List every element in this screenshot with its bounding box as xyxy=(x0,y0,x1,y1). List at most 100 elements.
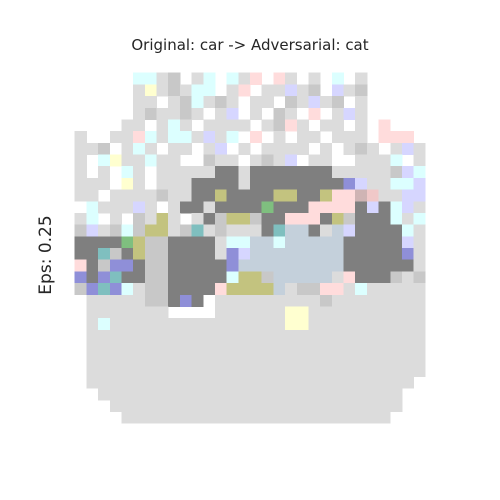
image-pixel xyxy=(366,142,379,155)
image-pixel xyxy=(121,224,134,237)
image-pixel xyxy=(74,177,87,190)
image-pixel xyxy=(296,271,309,284)
image-pixel xyxy=(413,364,426,377)
image-pixel xyxy=(308,107,321,120)
image-pixel xyxy=(261,388,274,401)
image-pixel xyxy=(109,353,122,366)
image-pixel xyxy=(285,96,298,109)
image-pixel xyxy=(226,364,239,377)
image-pixel xyxy=(214,341,228,354)
image-pixel xyxy=(250,399,263,413)
image-pixel xyxy=(308,131,321,144)
image-pixel xyxy=(378,166,391,179)
image-pixel xyxy=(285,353,298,366)
image-pixel xyxy=(168,96,181,109)
image-pixel xyxy=(355,364,368,377)
image-pixel xyxy=(86,341,99,354)
image-pixel xyxy=(273,72,286,85)
image-pixel xyxy=(366,364,379,377)
image-pixel xyxy=(121,306,134,319)
image-pixel xyxy=(156,329,169,342)
image-pixel xyxy=(390,259,403,272)
image-pixel xyxy=(296,411,309,424)
image-pixel xyxy=(273,364,286,377)
image-pixel xyxy=(168,388,181,401)
image-pixel xyxy=(191,201,204,214)
image-pixel xyxy=(168,236,181,249)
image-pixel xyxy=(308,177,321,190)
image-pixel xyxy=(331,107,344,120)
image-pixel xyxy=(273,399,286,413)
image-pixel xyxy=(296,224,309,237)
image-pixel xyxy=(168,353,181,366)
image-pixel xyxy=(273,318,286,331)
image-pixel xyxy=(168,341,181,354)
image-pixel xyxy=(378,388,391,401)
image-pixel xyxy=(320,201,333,214)
image-pixel xyxy=(296,353,309,366)
image-pixel xyxy=(273,189,286,202)
image-pixel xyxy=(343,376,356,389)
image-pixel xyxy=(109,399,122,413)
image-pixel xyxy=(320,96,333,109)
image-pixel xyxy=(343,212,356,226)
image-pixel xyxy=(86,329,99,342)
image-pixel xyxy=(331,131,344,144)
image-pixel xyxy=(343,353,356,366)
image-pixel xyxy=(273,131,286,144)
image-pixel xyxy=(179,96,192,109)
image-pixel xyxy=(226,329,239,342)
image-pixel xyxy=(238,236,251,249)
image-pixel xyxy=(179,107,192,120)
image-pixel xyxy=(378,329,391,342)
image-pixel xyxy=(226,201,239,214)
image-pixel xyxy=(331,283,344,296)
image-pixel xyxy=(308,318,321,331)
image-pixel xyxy=(413,259,426,272)
image-pixel xyxy=(390,388,403,401)
image-pixel xyxy=(308,166,321,179)
image-pixel xyxy=(86,259,99,272)
image-pixel xyxy=(296,119,309,132)
image-pixel xyxy=(203,364,216,377)
image-pixel xyxy=(285,212,298,226)
image-pixel xyxy=(191,353,204,366)
image-pixel xyxy=(191,166,204,179)
image-pixel xyxy=(296,189,309,202)
image-pixel xyxy=(144,294,157,307)
image-pixel xyxy=(413,318,426,331)
image-pixel xyxy=(261,201,274,214)
image-pixel xyxy=(261,212,274,226)
image-pixel xyxy=(261,142,274,155)
image-pixel xyxy=(214,107,228,120)
image-pixel xyxy=(144,224,157,237)
image-pixel xyxy=(343,364,356,377)
image-pixel xyxy=(168,107,181,120)
image-pixel xyxy=(331,236,344,249)
image-pixel xyxy=(238,212,251,226)
image-pixel xyxy=(121,154,134,167)
image-pixel xyxy=(133,84,146,97)
image-pixel xyxy=(285,341,298,354)
image-pixel xyxy=(343,201,356,214)
image-pixel xyxy=(168,411,181,424)
image-pixel xyxy=(320,212,333,226)
image-pixel xyxy=(355,142,368,155)
image-pixel xyxy=(413,177,426,190)
image-pixel xyxy=(144,107,157,120)
image-pixel xyxy=(285,72,298,85)
image-pixel xyxy=(366,329,379,342)
image-pixel xyxy=(285,376,298,389)
image-pixel xyxy=(390,166,403,179)
image-pixel xyxy=(378,154,391,167)
image-pixel xyxy=(168,399,181,413)
image-pixel xyxy=(320,259,333,272)
image-pixel xyxy=(214,376,228,389)
image-pixel xyxy=(250,189,263,202)
image-pixel xyxy=(296,212,309,226)
image-pixel xyxy=(331,411,344,424)
image-pixel xyxy=(109,306,122,319)
image-pixel xyxy=(320,166,333,179)
image-pixel xyxy=(250,224,263,237)
image-pixel xyxy=(250,154,263,167)
